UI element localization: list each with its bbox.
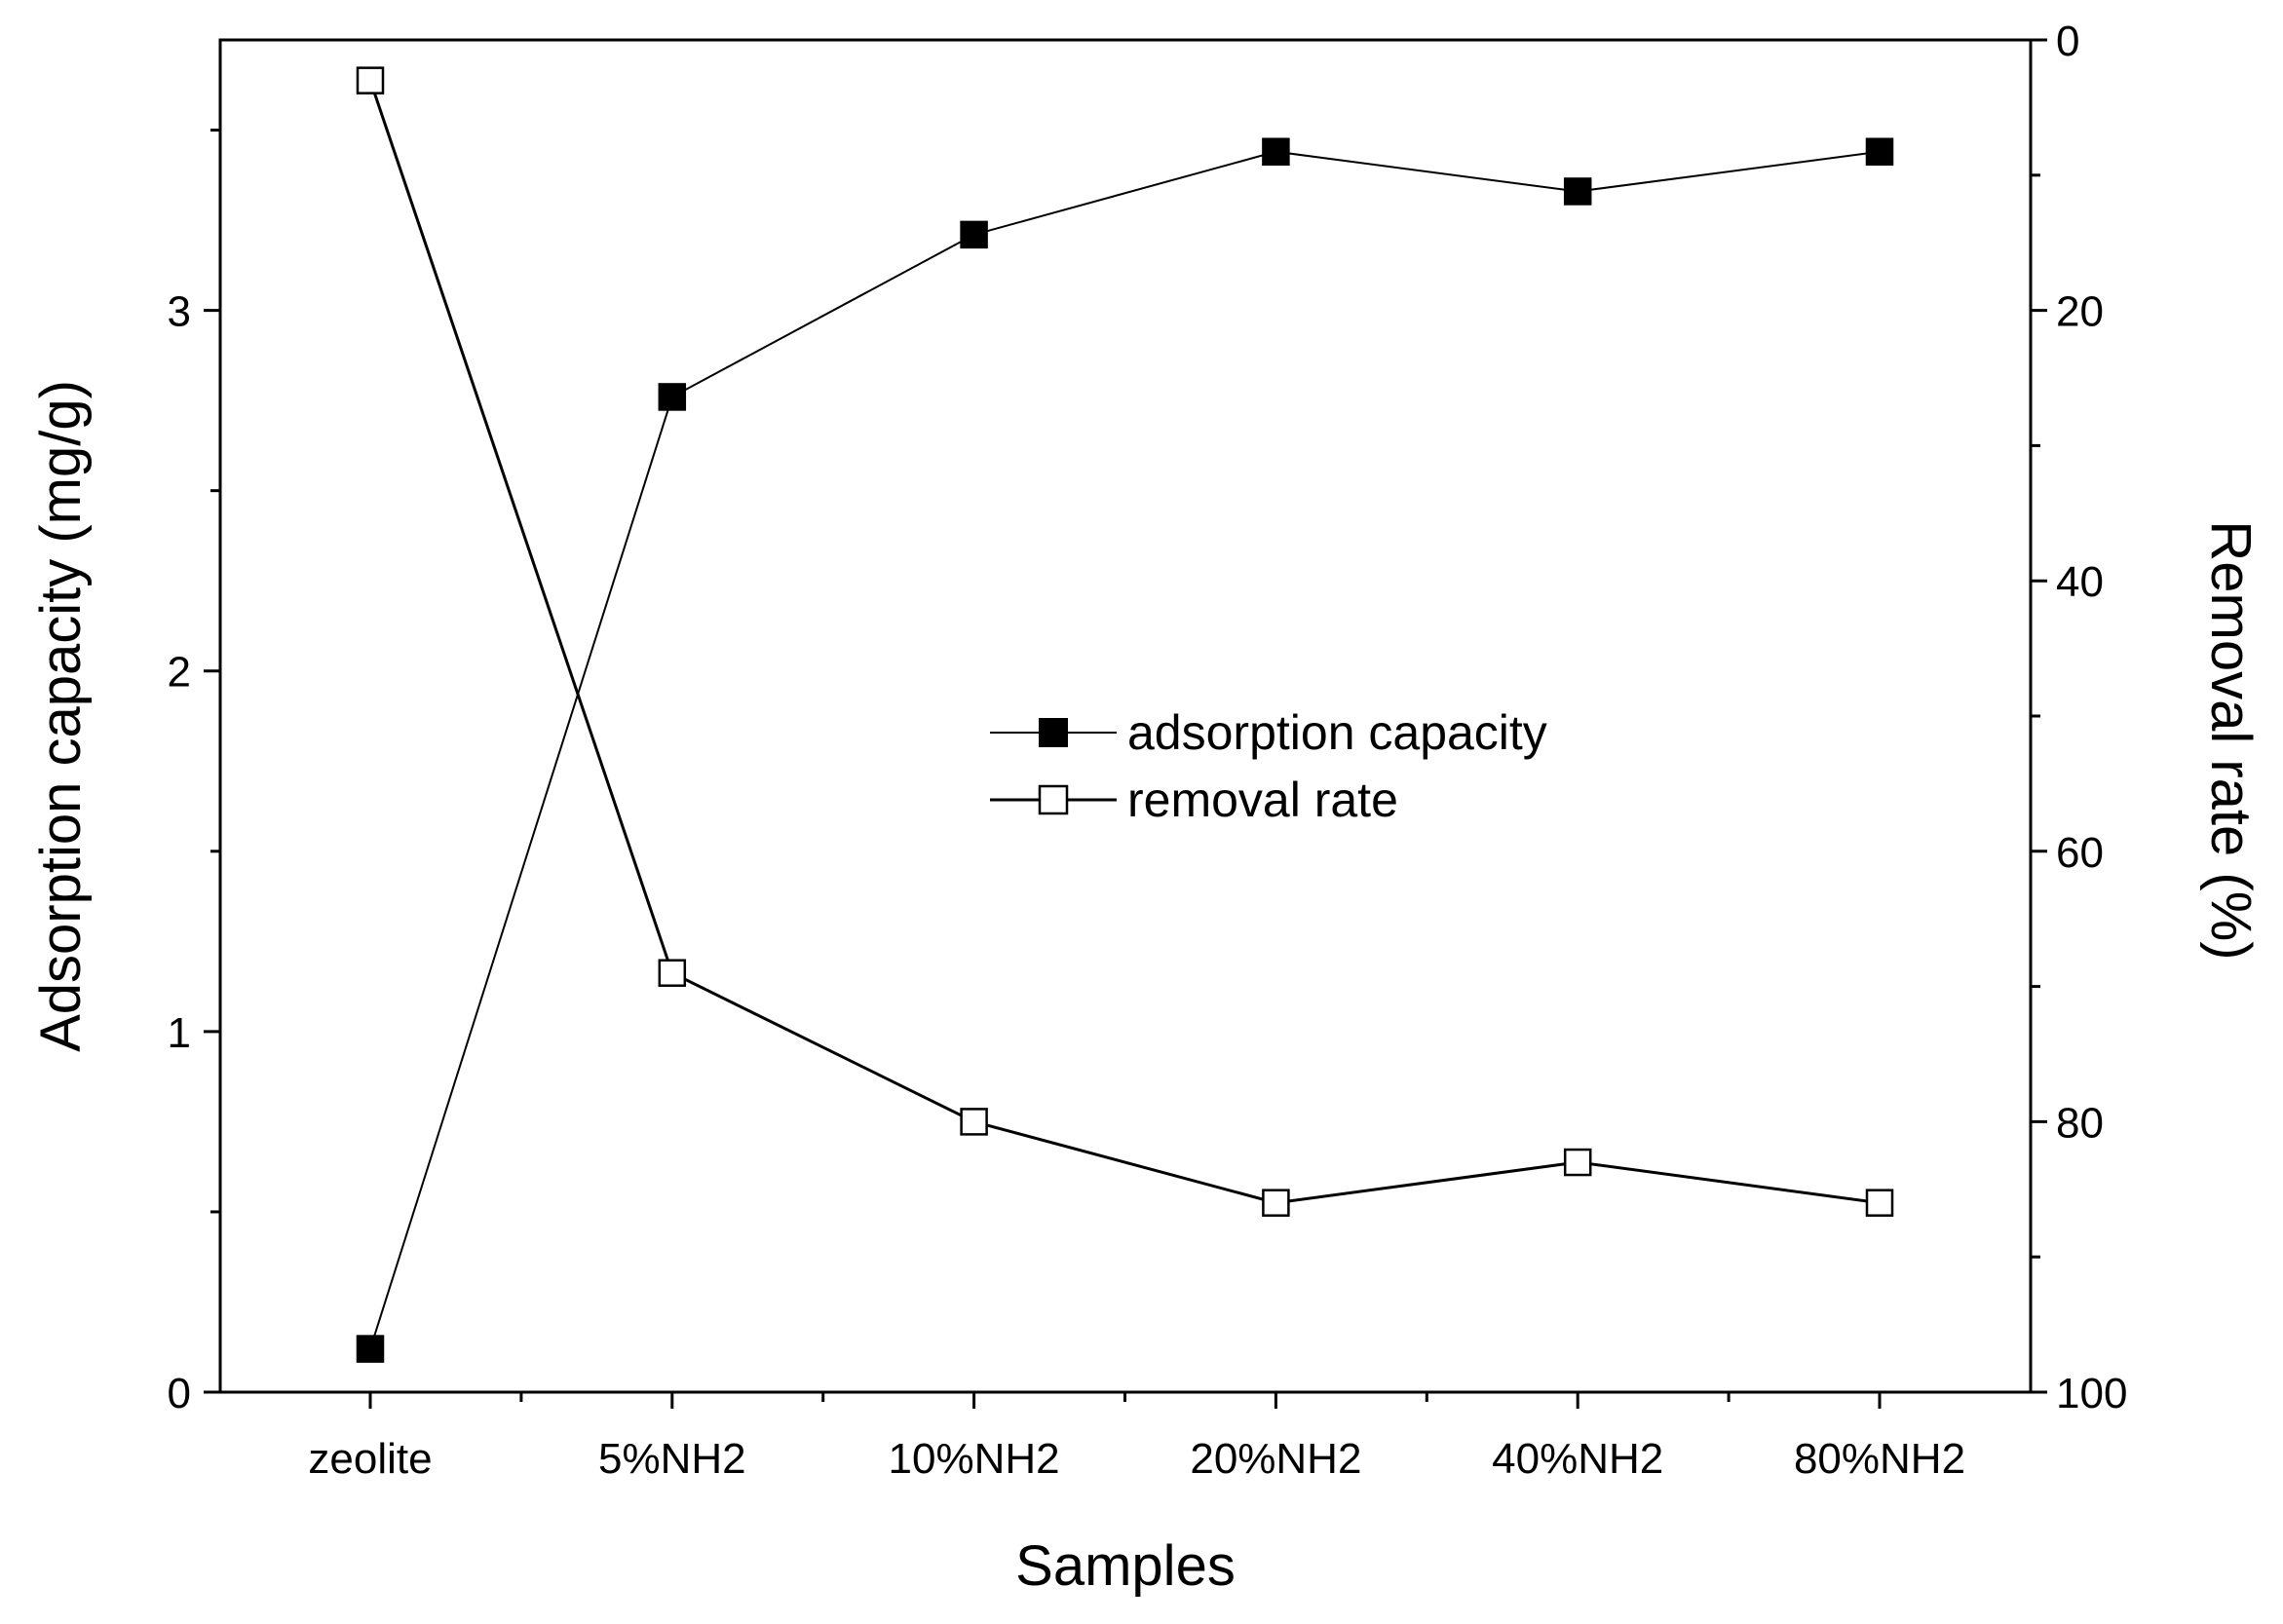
data-point-removal-rate [1262, 1189, 1290, 1217]
series-line-adsorption-capacity [369, 150, 1881, 1349]
legend-marker-adsorption [1039, 718, 1068, 747]
x-tick-label: 40%NH2 [1492, 1435, 1663, 1483]
y-right-tick-label: 100 [2056, 1370, 2127, 1417]
ticks-layer: zeolite 5%NH2 10%NH2 20%NH2 40%NH2 80%NH2 0 1 2 3… [168, 18, 2128, 1483]
lines-layer [368, 80, 1881, 1349]
x-tick-label: 20%NH2 [1190, 1435, 1361, 1483]
series-line-removal-rate [368, 80, 1881, 1205]
y-axis-title-left: Adsorption capacity (mg/g) [29, 380, 93, 1052]
data-point-adsorption-capacity [1563, 177, 1592, 206]
y-left-tick-label: 1 [168, 1009, 191, 1057]
x-tick-label: 5%NH2 [598, 1435, 746, 1483]
data-point-adsorption-capacity [1262, 137, 1290, 166]
data-point-removal-rate [960, 1108, 988, 1136]
legend: adsorption capacity removal rate [990, 705, 1547, 827]
x-axis-title: Samples [1015, 1534, 1236, 1598]
data-point-adsorption-capacity [356, 1335, 385, 1363]
y-right-tick-label: 40 [2056, 558, 2104, 606]
y-right-tick-label: 60 [2056, 829, 2104, 877]
y-left-tick-label: 2 [168, 649, 191, 697]
plot-frame [218, 38, 2033, 1394]
data-point-removal-rate [1563, 1148, 1592, 1177]
y-left-tick-label: 0 [168, 1370, 191, 1417]
data-point-removal-rate [658, 959, 687, 987]
legend-marker-removal [1038, 784, 1069, 815]
data-point-adsorption-capacity [658, 383, 687, 411]
y-left-tick-label: 3 [168, 288, 191, 336]
y-right-tick-label: 20 [2056, 288, 2104, 336]
data-point-adsorption-capacity [960, 220, 988, 249]
y-axis-title-right: Removal rate (%) [2199, 520, 2263, 960]
y-right-tick-label: 0 [2056, 18, 2079, 65]
data-point-adsorption-capacity [1865, 137, 1894, 166]
x-tick-label: zeolite [308, 1435, 432, 1483]
legend-label-adsorption: adsorption capacity [1127, 705, 1547, 760]
data-point-removal-rate [356, 66, 385, 94]
data-point-removal-rate [1865, 1189, 1894, 1217]
y-right-tick-label: 80 [2056, 1099, 2104, 1147]
x-tick-label: 10%NH2 [889, 1435, 1060, 1483]
legend-label-removal: removal rate [1127, 773, 1398, 827]
x-tick-label: 80%NH2 [1794, 1435, 1965, 1483]
markers-layer [356, 66, 1894, 1363]
